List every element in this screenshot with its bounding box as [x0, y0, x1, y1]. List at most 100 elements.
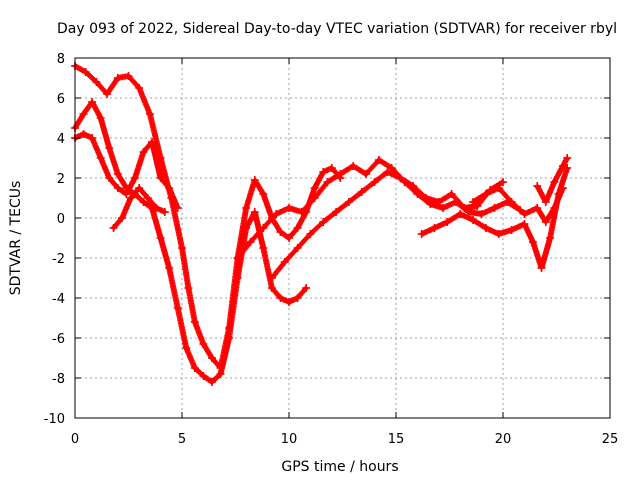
data-point: [143, 194, 152, 202]
data-point: [250, 176, 259, 184]
data-point: [336, 170, 345, 178]
data-point: [481, 190, 490, 198]
y-tick-label: 4: [57, 132, 65, 147]
data-point: [285, 234, 293, 242]
data-point: [417, 230, 426, 238]
data-point: [430, 224, 439, 232]
y-tick-label: 0: [57, 212, 65, 227]
data-point: [165, 264, 174, 272]
y-axis-label: SDTVAR / TECUs: [8, 181, 24, 296]
data-point: [216, 370, 225, 378]
series-3: [71, 130, 182, 212]
data-point: [242, 204, 251, 212]
data-point: [190, 364, 199, 372]
data-point: [533, 182, 542, 190]
y-tick-label: -8: [52, 372, 65, 387]
x-axis-label: GPS time / hours: [281, 459, 398, 475]
data-point: [113, 170, 122, 178]
data-point: [122, 190, 131, 198]
data-point: [233, 274, 242, 282]
data-point: [344, 198, 353, 206]
data-point: [370, 178, 379, 186]
data-point: [135, 184, 144, 192]
data-point: [528, 238, 537, 246]
series-9: [533, 154, 572, 206]
data-point: [387, 164, 396, 172]
data-point: [139, 198, 148, 206]
data-point: [276, 294, 285, 302]
data-point: [280, 258, 289, 266]
series-5: [233, 156, 525, 262]
data-point: [156, 174, 165, 182]
y-tick-label: 2: [57, 172, 65, 187]
data-point: [135, 84, 144, 92]
series-4: [109, 184, 169, 232]
data-point: [293, 294, 302, 302]
data-point: [349, 162, 358, 170]
data-point: [148, 138, 157, 146]
data-point: [130, 174, 139, 182]
data-point: [81, 68, 90, 76]
data-point: [160, 208, 169, 216]
data-point: [563, 154, 572, 162]
data-point: [182, 344, 191, 352]
data-point: [225, 334, 234, 342]
data-point: [550, 204, 559, 212]
data-point: [285, 298, 293, 306]
data-point: [481, 224, 490, 232]
data-point: [152, 204, 161, 212]
data-point: [139, 148, 148, 156]
data-point: [242, 224, 251, 232]
data-point: [293, 244, 302, 252]
series-6: [267, 168, 507, 282]
data-point: [456, 210, 465, 218]
data-point: [109, 224, 118, 232]
y-tick-label: 8: [57, 52, 65, 67]
plot-frame: [74, 57, 611, 419]
data-point: [118, 214, 127, 222]
data-point: [246, 238, 255, 246]
data-point: [96, 114, 105, 122]
data-point: [362, 170, 371, 178]
data-point: [520, 210, 529, 218]
data-point: [490, 204, 499, 212]
data-point: [199, 340, 208, 348]
data-point: [124, 72, 133, 80]
data-point: [113, 74, 122, 82]
data-point: [434, 198, 443, 206]
data-point: [541, 218, 550, 226]
data-point: [79, 110, 88, 118]
data-point: [558, 184, 567, 192]
data-point: [396, 174, 405, 182]
data-point: [156, 234, 165, 242]
data-point: [105, 174, 114, 182]
x-tick-label: 10: [281, 432, 298, 447]
x-tick-label: 5: [178, 432, 186, 447]
chart-title: Day 093 of 2022, Sidereal Day-to-day VTE…: [57, 21, 617, 37]
y-tick-label: -2: [52, 252, 65, 267]
data-point: [105, 144, 114, 152]
data-point: [439, 204, 448, 212]
data-point: [96, 154, 105, 162]
data-point: [302, 284, 311, 292]
series-2: [71, 98, 311, 386]
data-point: [126, 194, 135, 202]
data-point: [327, 164, 336, 172]
data-point: [297, 208, 306, 216]
data-point: [541, 198, 550, 206]
data-point: [259, 190, 268, 198]
y-tick-label: -10: [44, 412, 65, 427]
data-point: [533, 204, 542, 212]
data-point: [173, 204, 182, 212]
data-point: [306, 230, 315, 238]
data-point: [259, 224, 268, 232]
data-point: [113, 184, 122, 192]
data-point: [421, 194, 430, 202]
data-point: [374, 156, 383, 164]
data-point: [165, 184, 174, 192]
data-point: [207, 354, 216, 362]
data-point: [499, 178, 507, 186]
data-point: [272, 210, 281, 218]
data-point: [558, 162, 567, 170]
